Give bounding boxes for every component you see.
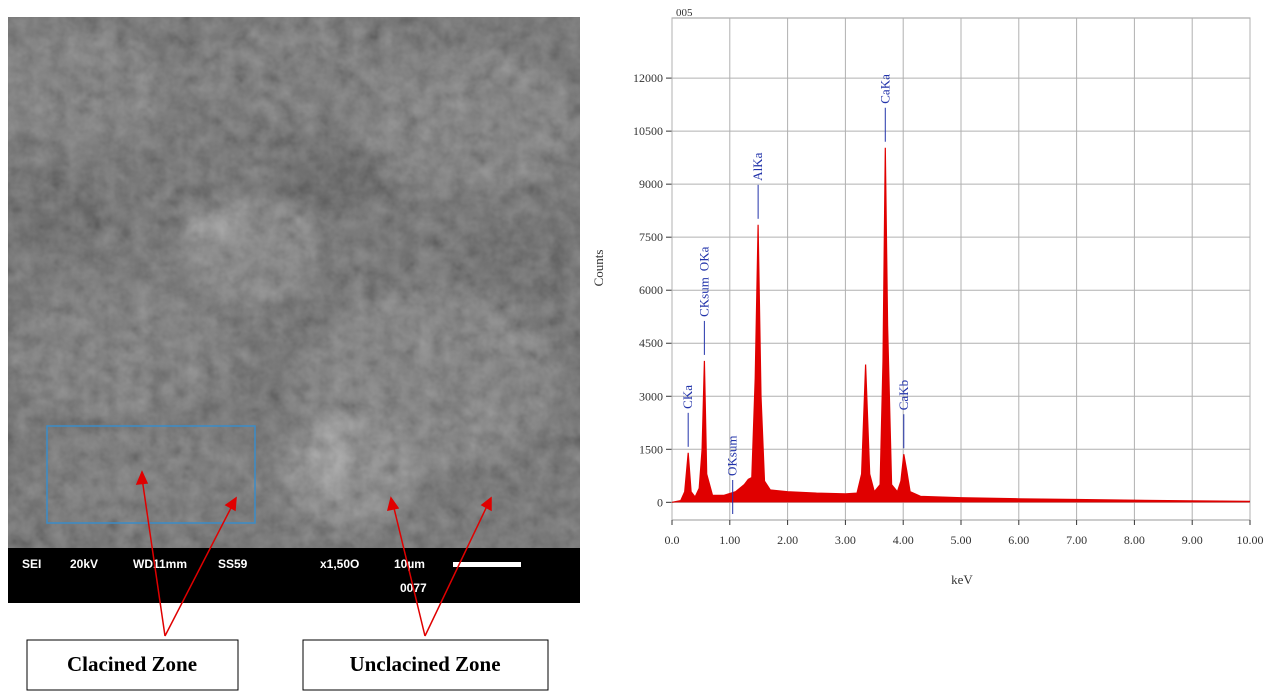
x-tick-label: 8.00: [1124, 533, 1145, 547]
y-tick-label: 4500: [639, 336, 663, 350]
x-tick-label: 1.00: [719, 533, 740, 547]
sem-image: [0, 17, 580, 548]
sem-info-text: SEI: [22, 557, 41, 571]
x-tick-label: 10.00: [1237, 533, 1264, 547]
peak-label: AlKa: [750, 152, 765, 180]
peak-label: CKa: [680, 385, 695, 409]
x-tick-label: 7.00: [1066, 533, 1087, 547]
sem-info-text: 20kV: [70, 557, 98, 571]
y-tick-label: 3000: [639, 389, 663, 403]
callout-label: Clacined Zone: [67, 652, 197, 676]
x-tick-label: 3.00: [835, 533, 856, 547]
y-axis-label: Counts: [591, 250, 606, 287]
y-tick-label: 9000: [639, 177, 663, 191]
peak-label: CaKa: [877, 74, 892, 104]
figure: SEI20kVWD11mmSS59x1,50O10µm0077 Clacined…: [0, 0, 1274, 693]
peak-label: CKsum: [696, 277, 711, 317]
x-tick-label: 6.00: [1008, 533, 1029, 547]
x-axis-label: keV: [951, 572, 973, 587]
x-tick-label: 2.00: [777, 533, 798, 547]
x-tick-label: 0.0: [665, 533, 680, 547]
peak-label: OKa: [696, 246, 711, 271]
x-tick-label: 5.00: [951, 533, 972, 547]
peak-label: OKsum: [725, 436, 740, 476]
y-tick-label: 10500: [633, 124, 663, 138]
scale-bar: [453, 562, 521, 567]
chart-title: 005: [676, 7, 693, 19]
peak-label: CaKb: [896, 380, 911, 410]
sem-info-text: x1,50O: [320, 557, 359, 571]
y-tick-label: 7500: [639, 230, 663, 244]
y-tick-label: 1500: [639, 442, 663, 456]
y-tick-label: 0: [657, 495, 663, 509]
x-tick-label: 4.00: [893, 533, 914, 547]
y-tick-label: 12000: [633, 71, 663, 85]
sem-info-text: SS59: [218, 557, 248, 571]
y-tick-label: 6000: [639, 283, 663, 297]
x-tick-label: 9.00: [1182, 533, 1203, 547]
sem-info-text: WD11mm: [133, 557, 187, 571]
callout-label: Unclacined Zone: [349, 652, 500, 676]
